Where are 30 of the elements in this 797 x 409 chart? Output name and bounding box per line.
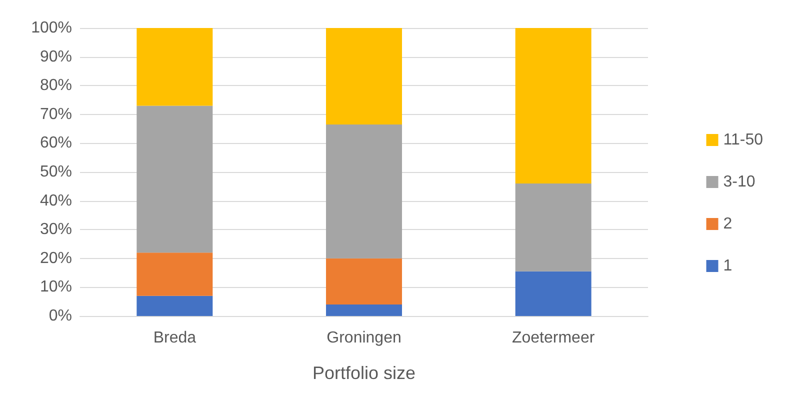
bar	[326, 304, 402, 316]
y-tick-label: 60%	[40, 134, 72, 152]
y-tick-label: 30%	[40, 221, 72, 238]
y-tick-label: 90%	[40, 48, 72, 66]
bar	[136, 296, 213, 316]
bar	[326, 258, 402, 304]
bar	[136, 28, 213, 106]
x-tick-label: Groningen	[326, 330, 402, 346]
x-tick-label: Zoetermeer	[512, 330, 596, 346]
bar	[326, 28, 402, 124]
legend-label: 1	[723, 258, 732, 274]
bar	[515, 28, 592, 184]
y-tick-label: 70%	[40, 106, 72, 123]
y-tick-label: 100%	[31, 20, 72, 36]
x-tick-label: Breda	[153, 330, 196, 346]
legend-label: 3-10	[723, 174, 756, 190]
bar	[326, 124, 402, 258]
y-tick-label: 50%	[40, 164, 72, 180]
y-tick-label: 10%	[40, 278, 72, 296]
y-tick-label: 0%	[48, 308, 72, 324]
y-tick-label: 40%	[40, 192, 72, 210]
bar	[515, 271, 592, 316]
bar	[136, 106, 213, 253]
y-tick-label: 20%	[40, 250, 72, 267]
bar	[515, 184, 592, 272]
legend-label: 2	[723, 216, 732, 232]
y-tick-label: 80%	[40, 77, 72, 94]
legend-label: 11-50	[723, 132, 764, 148]
bar	[136, 252, 213, 296]
x-axis-title: Portfolio size	[312, 363, 416, 383]
